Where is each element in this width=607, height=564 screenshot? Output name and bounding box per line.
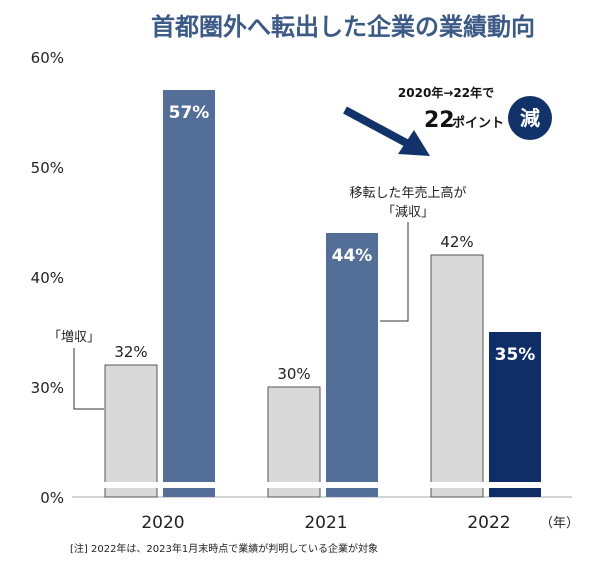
bar-2021-after-year: [326, 233, 378, 497]
footnote: [注] 2022年は、2023年1月末時点で業績が判明している企業が対象: [70, 542, 378, 555]
data-labels: 32% 57% 30% 44% 42% 35%: [114, 103, 535, 383]
y-tick-label: 0%: [40, 489, 64, 507]
change-value: 22: [424, 108, 455, 133]
increase-annotation: 「増収」: [48, 330, 104, 410]
x-tick-label: 2021: [304, 513, 347, 533]
y-tick-label: 40%: [31, 269, 64, 287]
data-label: 32%: [114, 343, 147, 361]
x-tick-label: 2020: [141, 513, 184, 533]
y-tick-label: 60%: [31, 49, 64, 67]
bar-2020-moved-year: [104, 364, 158, 498]
decrease-badge: [508, 96, 552, 140]
x-tick-label: 2022: [467, 513, 510, 533]
bar-2021-moved-year: [267, 386, 321, 498]
trend-arrow-shaft: [343, 106, 414, 150]
change-period: 2020年→22年で: [398, 85, 494, 100]
bar-2020-after-year: [163, 90, 215, 497]
x-axis-unit: （年）: [540, 516, 579, 531]
trend-arrow-icon: [398, 130, 430, 156]
data-label: 44%: [332, 246, 373, 266]
x-axis: 2020 2021 2022 （年）: [141, 513, 579, 533]
y-tick-label: 50%: [31, 159, 64, 177]
bar-2022-moved-year: [430, 254, 484, 498]
decrease-badge-text: 減: [520, 106, 540, 130]
decrease-label-line1: 移転した年売上高が: [349, 185, 466, 201]
decrease-bracket: [380, 222, 409, 322]
y-tick-label: 30%: [31, 379, 64, 397]
decrease-callout: 2020年→22年で 22 ポイント 減: [343, 85, 552, 156]
increase-bracket: [73, 348, 104, 410]
data-label: 30%: [277, 365, 310, 383]
decrease-label-line2: 「減収」: [382, 204, 434, 220]
increase-label: 「増収」: [48, 330, 100, 345]
chart-title: 首都圏外へ転出した企業の業績動向: [151, 13, 535, 41]
data-label: 42%: [440, 233, 473, 251]
axis-break: [95, 482, 555, 488]
decrease-annotation: 移転した年売上高が 「減収」: [349, 185, 467, 322]
bar-2022-after-year: [489, 332, 541, 497]
bars: [104, 90, 541, 498]
change-unit: ポイント: [452, 115, 504, 131]
y-axis: 0% 30% 40% 50% 60%: [31, 49, 64, 507]
data-label: 35%: [495, 345, 536, 365]
data-label: 57%: [169, 103, 210, 123]
